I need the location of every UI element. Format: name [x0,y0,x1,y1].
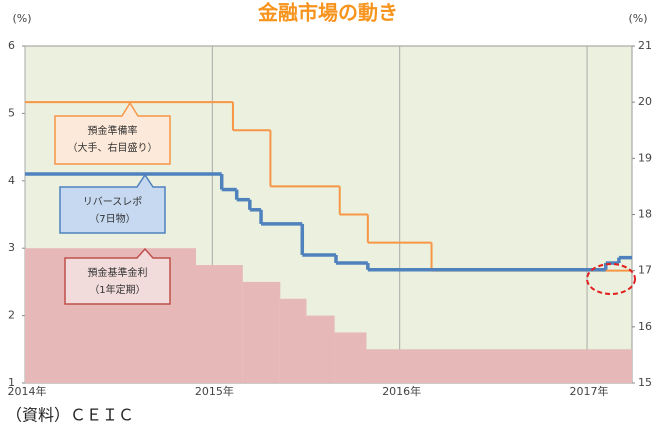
area-step [195,265,243,383]
series-label: （大手、右目盛り） [68,141,158,154]
y2-unit: (%) [628,12,647,25]
x-tick-label: 2015年 [195,384,234,398]
x-tick-label: 2014年 [8,384,47,398]
callout-box [54,101,171,165]
area-step [306,315,335,383]
highlight-circle [586,263,636,295]
y-tick-label: 6 [8,39,15,52]
source: （資料）ＣＥＩＣ [6,406,134,425]
x-tick-label: 2016年 [382,384,421,398]
y-unit: (%) [12,12,31,25]
callout-box [64,247,171,305]
series-label: （1年定期） [89,283,145,296]
series-label: リバースレポ [83,196,143,208]
x-tick-label: 2017年 [570,384,609,398]
area-step [242,281,280,383]
y2-tick-label: 16 [638,320,652,333]
y2-tick-label: 18 [638,208,652,221]
y2-tick-label: 17 [638,264,652,277]
y-tick-label: 2 [8,309,15,322]
y2-tick-label: 15 [638,376,652,389]
area-step [334,332,366,383]
chart-title: 金融市場の動き [257,1,398,25]
series-label: （7日物） [89,212,135,225]
y-tick-label: 3 [8,241,15,254]
series-label: 預金準備率 [88,124,138,137]
area-step [365,349,632,383]
y-tick-label: 5 [8,106,15,119]
y2-tick-label: 20 [638,95,652,108]
y-tick-label: 1 [8,376,15,389]
area-step [279,298,307,383]
y-tick-label: 4 [8,174,15,187]
callout-box [59,173,166,234]
series-label: 預金基準金利 [88,266,148,279]
y2-tick-label: 21 [638,39,652,52]
y2-tick-label: 19 [638,151,652,164]
